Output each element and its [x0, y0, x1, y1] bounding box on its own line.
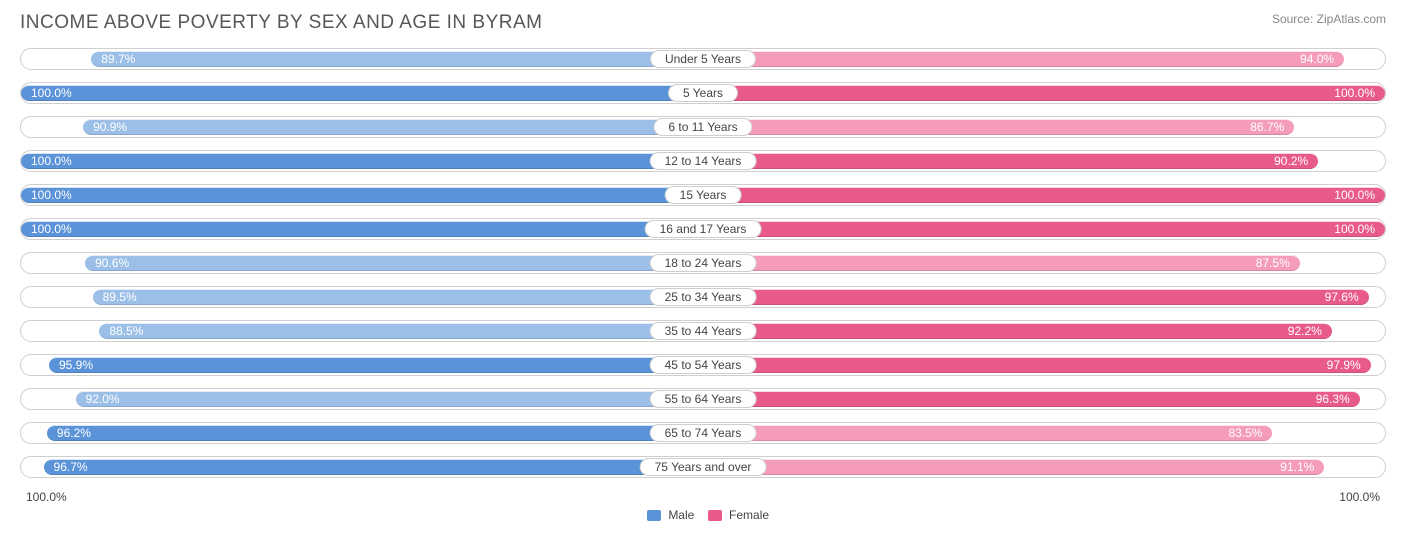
- category-label: 65 to 74 Years: [650, 424, 757, 442]
- female-bar: 100.0%: [703, 221, 1385, 237]
- axis-right-label: 100.0%: [1339, 490, 1380, 504]
- legend-swatch-female: [708, 510, 722, 521]
- female-bar: 91.1%: [703, 459, 1324, 475]
- male-bar: 88.5%: [99, 323, 703, 339]
- male-value: 100.0%: [31, 188, 72, 202]
- male-bar: 90.9%: [83, 119, 703, 135]
- female-bar: 97.6%: [703, 289, 1369, 305]
- male-value: 88.5%: [109, 324, 143, 338]
- category-label: 45 to 54 Years: [650, 356, 757, 374]
- bar-row: 96.2% 83.5% 65 to 74 Years: [20, 422, 1386, 444]
- bar-row: 95.9% 97.9% 45 to 54 Years: [20, 354, 1386, 376]
- legend: Male Female: [20, 508, 1386, 522]
- female-value: 96.3%: [1316, 392, 1350, 406]
- female-value: 91.1%: [1280, 460, 1314, 474]
- male-bar: 90.6%: [85, 255, 703, 271]
- chart-title: INCOME ABOVE POVERTY BY SEX AND AGE IN B…: [20, 12, 543, 34]
- female-bar: 87.5%: [703, 255, 1300, 271]
- male-bar: 89.5%: [93, 289, 703, 305]
- legend-label-male: Male: [668, 508, 694, 522]
- x-axis: 100.0% 100.0%: [20, 490, 1386, 508]
- category-label: 18 to 24 Years: [650, 254, 757, 272]
- male-value: 89.5%: [103, 290, 137, 304]
- bar-row: 88.5% 92.2% 35 to 44 Years: [20, 320, 1386, 342]
- female-bar: 100.0%: [703, 187, 1385, 203]
- category-label: 25 to 34 Years: [650, 288, 757, 306]
- female-value: 87.5%: [1256, 256, 1290, 270]
- male-value: 95.9%: [59, 358, 93, 372]
- female-value: 90.2%: [1274, 154, 1308, 168]
- bar-row: 100.0% 100.0% 16 and 17 Years: [20, 218, 1386, 240]
- female-bar: 97.9%: [703, 357, 1371, 373]
- male-bar: 92.0%: [76, 391, 703, 407]
- male-value: 96.2%: [57, 426, 91, 440]
- female-value: 100.0%: [1334, 222, 1375, 236]
- female-value: 92.2%: [1288, 324, 1322, 338]
- legend-label-female: Female: [729, 508, 769, 522]
- male-value: 100.0%: [31, 154, 72, 168]
- axis-left-label: 100.0%: [26, 490, 67, 504]
- male-bar: 89.7%: [91, 51, 703, 67]
- male-bar: 100.0%: [21, 85, 703, 101]
- female-bar: 96.3%: [703, 391, 1360, 407]
- male-bar: 100.0%: [21, 153, 703, 169]
- category-label: 16 and 17 Years: [645, 220, 762, 238]
- female-value: 100.0%: [1334, 188, 1375, 202]
- bar-row: 90.6% 87.5% 18 to 24 Years: [20, 252, 1386, 274]
- male-value: 92.0%: [86, 392, 120, 406]
- female-bar: 83.5%: [703, 425, 1272, 441]
- male-value: 100.0%: [31, 222, 72, 236]
- bar-row: 89.5% 97.6% 25 to 34 Years: [20, 286, 1386, 308]
- bar-row: 92.0% 96.3% 55 to 64 Years: [20, 388, 1386, 410]
- female-bar: 94.0%: [703, 51, 1344, 67]
- female-value: 97.9%: [1327, 358, 1361, 372]
- category-label: Under 5 Years: [650, 50, 756, 68]
- female-value: 83.5%: [1228, 426, 1262, 440]
- category-label: 55 to 64 Years: [650, 390, 757, 408]
- male-bar: 96.2%: [47, 425, 703, 441]
- female-value: 86.7%: [1250, 120, 1284, 134]
- female-value: 94.0%: [1300, 52, 1334, 66]
- category-label: 15 Years: [665, 186, 742, 204]
- legend-swatch-male: [647, 510, 661, 521]
- bar-row: 89.7% 94.0% Under 5 Years: [20, 48, 1386, 70]
- bar-row: 100.0% 90.2% 12 to 14 Years: [20, 150, 1386, 172]
- male-bar: 100.0%: [21, 221, 703, 237]
- chart-header: INCOME ABOVE POVERTY BY SEX AND AGE IN B…: [20, 12, 1386, 34]
- bar-row: 100.0% 100.0% 5 Years: [20, 82, 1386, 104]
- female-bar: 86.7%: [703, 119, 1294, 135]
- female-bar: 92.2%: [703, 323, 1332, 339]
- male-bar: 95.9%: [49, 357, 703, 373]
- bar-row: 100.0% 100.0% 15 Years: [20, 184, 1386, 206]
- male-value: 100.0%: [31, 86, 72, 100]
- male-value: 89.7%: [101, 52, 135, 66]
- chart-source: Source: ZipAtlas.com: [1272, 12, 1386, 26]
- male-bar: 100.0%: [21, 187, 703, 203]
- category-label: 75 Years and over: [640, 458, 767, 476]
- category-label: 35 to 44 Years: [650, 322, 757, 340]
- male-value: 90.6%: [95, 256, 129, 270]
- female-bar: 100.0%: [703, 85, 1385, 101]
- category-label: 12 to 14 Years: [650, 152, 757, 170]
- bar-row: 96.7% 91.1% 75 Years and over: [20, 456, 1386, 478]
- female-value: 97.6%: [1325, 290, 1359, 304]
- female-bar: 90.2%: [703, 153, 1318, 169]
- male-value: 96.7%: [54, 460, 88, 474]
- diverging-bar-chart: 89.7% 94.0% Under 5 Years 100.0% 100.0% 5 Yea…: [20, 48, 1386, 478]
- category-label: 6 to 11 Years: [653, 118, 752, 136]
- male-bar: 96.7%: [44, 459, 703, 475]
- category-label: 5 Years: [668, 84, 738, 102]
- female-value: 100.0%: [1334, 86, 1375, 100]
- male-value: 90.9%: [93, 120, 127, 134]
- bar-row: 90.9% 86.7% 6 to 11 Years: [20, 116, 1386, 138]
